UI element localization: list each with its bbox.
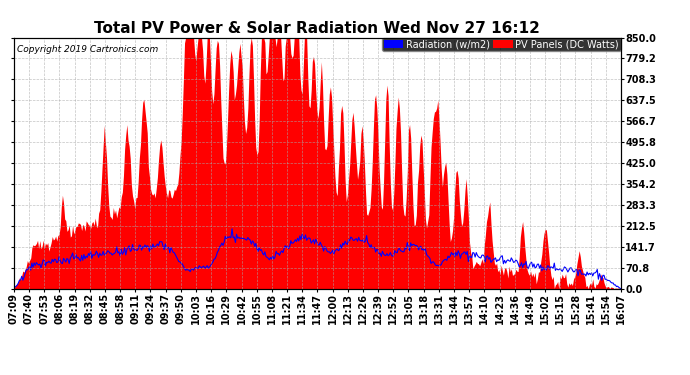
Legend: Radiation (w/m2), PV Panels (DC Watts): Radiation (w/m2), PV Panels (DC Watts) (382, 38, 621, 51)
Text: Copyright 2019 Cartronics.com: Copyright 2019 Cartronics.com (17, 45, 158, 54)
Title: Total PV Power & Solar Radiation Wed Nov 27 16:12: Total PV Power & Solar Radiation Wed Nov… (95, 21, 540, 36)
